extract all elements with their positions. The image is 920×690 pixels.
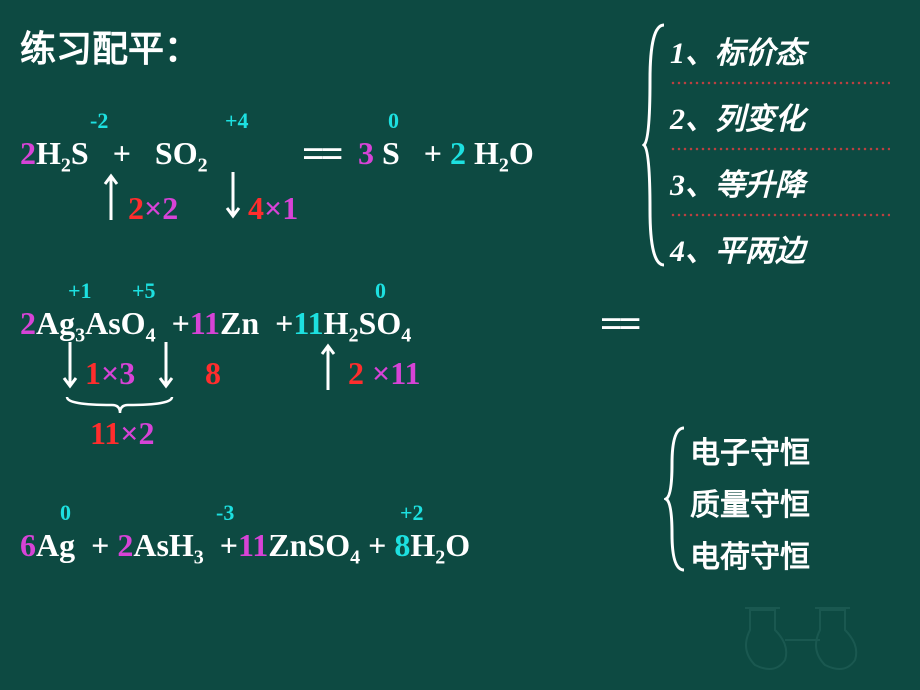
num: 1 — [85, 355, 101, 391]
divider — [670, 80, 890, 86]
oxidation-state: -2 — [90, 108, 108, 134]
formula: S — [382, 135, 400, 171]
coef: 2 — [450, 135, 466, 171]
formula: ZnSO — [268, 527, 350, 563]
coef: 11 — [190, 305, 220, 341]
plus: + — [424, 135, 442, 171]
plus: + — [275, 305, 293, 341]
subscript: 2 — [435, 546, 445, 568]
arrow-down-icon — [225, 172, 241, 220]
formula: O — [445, 527, 470, 563]
conservation-charge: 电荷守恒 — [690, 532, 890, 576]
num: 3 — [119, 355, 135, 391]
brace-icon — [642, 20, 668, 270]
electron-calc: 8 — [205, 355, 221, 392]
subscript: 2 — [198, 154, 208, 176]
num: 2 — [138, 415, 154, 451]
times: × — [101, 355, 119, 391]
electron-calc: 2×2 — [128, 190, 178, 227]
formula: H — [474, 135, 499, 171]
underbrace-icon — [62, 395, 177, 415]
oxidation-state: 0 — [375, 278, 386, 304]
electron-calc: 4×1 — [248, 190, 298, 227]
plus: + — [91, 527, 109, 563]
conservation-electron: 电子守恒 — [690, 428, 890, 472]
plus: + — [220, 527, 238, 563]
equation-3: 6Ag + 2AsH3 +11ZnSO4 + 8H2O — [20, 527, 470, 569]
coef: 11 — [238, 527, 268, 563]
equals-sign: == — [600, 300, 638, 347]
formula: Ag — [36, 305, 75, 341]
equation-1-rhs: 3 S + 2 H2O — [358, 135, 534, 177]
plus: + — [113, 135, 131, 171]
plus: + — [368, 527, 386, 563]
num: 2 — [128, 190, 144, 226]
formula: O — [509, 135, 534, 171]
subscript: 2 — [349, 324, 359, 346]
formula: H — [410, 527, 435, 563]
formula: Zn — [220, 305, 259, 341]
arrow-down-icon — [158, 342, 174, 390]
coef: 2 — [20, 135, 36, 171]
oxidation-state: +2 — [400, 500, 424, 526]
coef: 3 — [358, 135, 374, 171]
num: 11 — [90, 415, 120, 451]
divider — [670, 212, 890, 218]
equation-2: 2Ag3AsO4 +11Zn +11H2SO4 — [20, 305, 411, 347]
coef: 11 — [293, 305, 323, 341]
brace-icon — [664, 424, 688, 574]
formula: AsH — [133, 527, 193, 563]
coef: 8 — [394, 527, 410, 563]
oxidation-state: +4 — [225, 108, 249, 134]
step-1: 1、标价态 — [670, 28, 890, 72]
arrow-up-icon — [320, 342, 336, 390]
times: × — [144, 190, 162, 226]
equals-sign: == — [302, 130, 340, 177]
formula: H — [324, 305, 349, 341]
step-3: 3、等升降 — [670, 160, 890, 204]
steps-box: 1、标价态 2、列变化 3、等升降 4、平两边 — [670, 20, 890, 278]
coef: 2 — [20, 305, 36, 341]
arrow-up-icon — [103, 172, 119, 220]
num: 4 — [248, 190, 264, 226]
num: 2 — [348, 355, 364, 391]
oxidation-state: +1 — [68, 278, 92, 304]
num: 11 — [390, 355, 420, 391]
formula: Ag — [36, 527, 75, 563]
step-2: 2、列变化 — [670, 94, 890, 138]
subscript: 3 — [194, 546, 204, 568]
electron-calc: 11×2 — [90, 415, 154, 452]
subscript: 2 — [61, 154, 71, 176]
flask-icon — [730, 580, 900, 680]
times: × — [120, 415, 138, 451]
arrow-down-icon — [62, 342, 78, 390]
formula: SO — [155, 135, 198, 171]
conservation-mass: 质量守恒 — [690, 480, 890, 524]
title: 练习配平： — [20, 20, 200, 72]
oxidation-state: +5 — [132, 278, 156, 304]
oxidation-state: 0 — [388, 108, 399, 134]
plus: + — [172, 305, 190, 341]
oxidation-state: 0 — [60, 500, 71, 526]
subscript: 4 — [401, 324, 411, 346]
coef: 2 — [117, 527, 133, 563]
subscript: 4 — [146, 324, 156, 346]
conservation-box: 电子守恒 质量守恒 电荷守恒 — [690, 420, 890, 584]
oxidation-state: -3 — [216, 500, 234, 526]
electron-calc: 1×3 — [85, 355, 135, 392]
coef: 6 — [20, 527, 36, 563]
formula: H — [36, 135, 61, 171]
times: × — [372, 355, 390, 391]
formula: AsO — [85, 305, 145, 341]
step-4: 4、平两边 — [670, 226, 890, 270]
times: × — [264, 190, 282, 226]
num: 1 — [282, 190, 298, 226]
formula: S — [71, 135, 89, 171]
subscript: 4 — [350, 546, 360, 568]
subscript: 2 — [499, 154, 509, 176]
divider — [670, 146, 890, 152]
electron-calc: 2 ×11 — [348, 355, 420, 392]
formula: SO — [359, 305, 402, 341]
num: 2 — [162, 190, 178, 226]
